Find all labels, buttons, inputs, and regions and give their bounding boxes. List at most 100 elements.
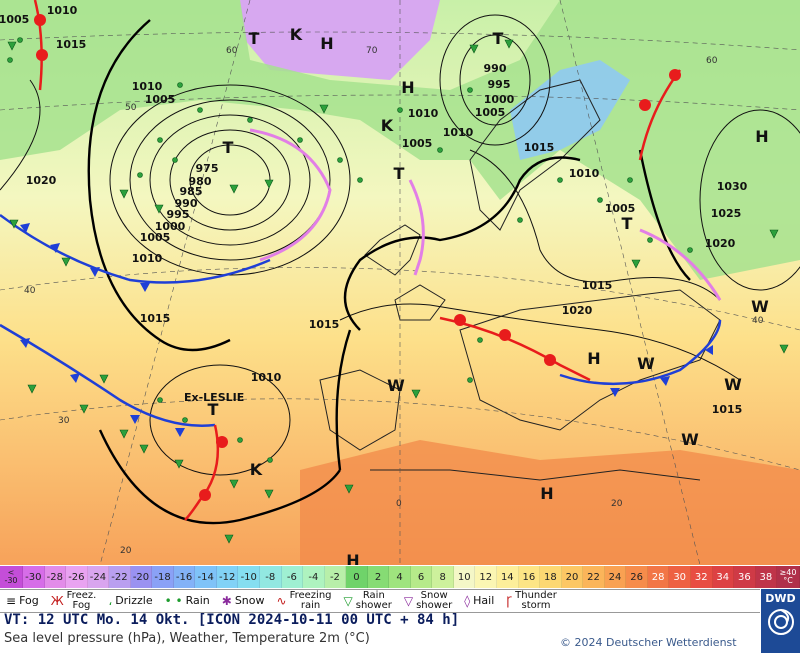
- isobar-value-label: 1005: [145, 93, 176, 106]
- legend-thunderstorm: Ꞅ Thunder storm: [506, 591, 557, 611]
- scale-cell: -30: [23, 566, 45, 588]
- symbol-legend: ≡ Fog Ж Freez. Fog ، Drizzle • • Rain ✱ …: [0, 589, 760, 613]
- snow-shower-icon: ▽: [403, 594, 414, 608]
- storm-name-label: Ex-LESLIE: [184, 391, 244, 404]
- pressure-center-label: K: [250, 460, 263, 479]
- rain-shower-icon: ▽: [343, 594, 353, 608]
- scale-cell: -4: [303, 566, 325, 588]
- valid-time: VT: 12 UTC Mo. 14 Okt. [ICON 2024-10-11 …: [4, 612, 460, 628]
- pressure-center-label: H: [755, 127, 768, 146]
- isobar-value-label: 1010: [47, 4, 78, 17]
- legend-drizzle: ، Drizzle: [108, 594, 153, 607]
- isobar-value-label: 1015: [140, 312, 171, 325]
- thunderstorm-icon: Ꞅ: [506, 594, 513, 608]
- legend-hail: ◊ Hail: [464, 594, 494, 608]
- scale-cell: -8: [260, 566, 282, 588]
- scale-cell: 30: [669, 566, 691, 588]
- pressure-center-label: K: [381, 116, 394, 135]
- scale-cell: -10: [238, 566, 261, 588]
- legend-snow-shower: ▽ Snow shower: [404, 591, 452, 611]
- legend-snow-label: Snow: [234, 594, 265, 607]
- isobar-value-label: 985: [180, 185, 203, 198]
- isobar-labels: 1010101510051010100597598098599099510001…: [0, 4, 748, 416]
- isobar-value-label: 1015: [309, 318, 340, 331]
- isobar-value-label: 1025: [711, 207, 742, 220]
- pressure-center-label: H: [320, 34, 333, 53]
- snow-icon: ✱: [221, 594, 232, 608]
- pressure-center-label: T: [223, 138, 234, 157]
- pressure-center-label: T: [249, 29, 260, 48]
- greenland-cold-area: [240, 0, 440, 80]
- scale-cell: 10: [453, 566, 476, 588]
- pressure-center-label: T: [394, 164, 405, 183]
- isobar-value-label: 990: [484, 62, 507, 75]
- fog-icon: ≡: [6, 594, 17, 608]
- legend-snow: ✱ Snow: [221, 594, 265, 608]
- scale-cell: 14: [497, 566, 519, 588]
- legend-rain-shower: ▽ Rain shower: [344, 591, 392, 611]
- isobar-value-label: 1010: [569, 167, 600, 180]
- isobar-value-label: 1020: [26, 174, 57, 187]
- hail-icon: ◊: [464, 594, 471, 608]
- isobar-value-label: 995: [167, 208, 190, 221]
- grid-label: 70: [366, 46, 378, 56]
- cold-front-triangles: [20, 223, 713, 437]
- warm-front-semicircles: [34, 14, 681, 501]
- pressure-center-label: K: [290, 25, 303, 44]
- grid-label: 30: [58, 416, 70, 426]
- copyright: © 2024 Deutscher Wetterdienst: [560, 636, 737, 649]
- legend-fog: ≡ Fog: [6, 594, 39, 608]
- grid-label: 50: [125, 103, 137, 113]
- grid-label: 40: [24, 286, 36, 296]
- pressure-center-label: H: [540, 484, 553, 503]
- scale-cell: 32: [690, 566, 713, 588]
- map-info: VT: 12 UTC Mo. 14 Okt. [ICON 2024-10-11 …: [0, 611, 760, 653]
- freezing-rain-icon: ∿: [276, 594, 287, 608]
- africa-warm-area: [300, 440, 800, 565]
- scale-cells: -30 -28 -26 -24 -22 -20 -18 -16 -14 -12 -10 -8 -6 -4-…: [23, 566, 778, 588]
- pressure-center-label: T: [208, 400, 219, 419]
- isobar-value-label: 1005: [0, 13, 29, 26]
- pressure-center-label: W: [751, 297, 769, 316]
- pressure-center-label: W: [724, 375, 742, 394]
- isobar-value-label: 1015: [582, 279, 613, 292]
- scale-cell: 34: [712, 566, 735, 588]
- legend-freez-fog-label: Freez. Fog: [66, 590, 97, 611]
- isobar-value-label: 1010: [132, 252, 163, 265]
- grid-label: 40: [752, 316, 764, 326]
- scale-cell: 8: [432, 566, 454, 588]
- pressure-center-label: H: [587, 349, 600, 368]
- scale-cell: 6: [410, 566, 433, 588]
- scale-cell: -14: [195, 566, 217, 588]
- legend-freezing-rain: ∿ Freezing rain: [277, 591, 332, 611]
- pressure-center-label: W: [637, 354, 655, 373]
- legend-rain-shower-label: Rain shower: [355, 590, 392, 611]
- scale-cell: -24: [87, 566, 110, 588]
- scale-cell: -16: [173, 566, 196, 588]
- grid-label: 60: [226, 46, 238, 56]
- scale-cell: 22: [583, 566, 605, 588]
- rain-icon: • •: [164, 594, 183, 608]
- isobar-value-label: 1010: [443, 126, 474, 139]
- scale-cell: 12: [475, 566, 498, 588]
- isobar-value-label: 1005: [402, 137, 433, 150]
- scale-cell: 36: [734, 566, 756, 588]
- legend-thunderstorm-label: Thunder storm: [515, 590, 557, 611]
- pressure-center-label: W: [681, 430, 699, 449]
- scale-cell: -20: [130, 566, 153, 588]
- scale-cell: -22: [109, 566, 131, 588]
- pressure-center-label: H: [346, 551, 359, 565]
- scale-cell: 18: [540, 566, 562, 588]
- legend-rain-label: Rain: [185, 594, 210, 607]
- rain-symbols: [7, 37, 693, 463]
- occluded-fronts: [249, 128, 722, 301]
- shower-symbols: [7, 39, 789, 544]
- isobar-value-label: 1010: [408, 107, 439, 120]
- isobar-value-label: 975: [196, 162, 219, 175]
- legend-drizzle-label: Drizzle: [115, 594, 153, 607]
- isobar-value-label: 1015: [712, 403, 743, 416]
- scale-cell: 0: [346, 566, 368, 588]
- isobar-value-label: 1010: [251, 371, 282, 384]
- graticule-labels: 60 50 40 30 20 70 60 40 0 20: [24, 46, 764, 556]
